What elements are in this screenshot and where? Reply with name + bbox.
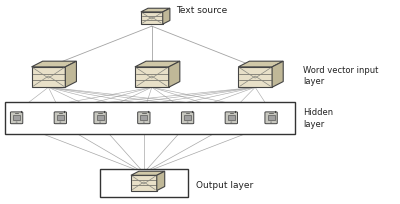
Polygon shape — [141, 13, 163, 25]
Bar — [97, 115, 104, 120]
Circle shape — [270, 122, 272, 123]
Bar — [57, 115, 64, 120]
Bar — [5, 102, 295, 134]
FancyBboxPatch shape — [182, 112, 194, 124]
Circle shape — [60, 122, 61, 123]
Bar — [140, 115, 147, 120]
FancyBboxPatch shape — [225, 112, 238, 124]
Circle shape — [99, 122, 101, 123]
Polygon shape — [131, 175, 157, 191]
Polygon shape — [65, 62, 76, 88]
Bar — [184, 115, 191, 120]
Circle shape — [143, 122, 144, 123]
Bar — [13, 115, 20, 120]
FancyBboxPatch shape — [54, 112, 66, 124]
FancyBboxPatch shape — [10, 112, 23, 124]
Text: Word vector input
layer: Word vector input layer — [303, 65, 378, 86]
Polygon shape — [238, 68, 272, 88]
Bar — [228, 115, 235, 120]
Polygon shape — [32, 68, 65, 88]
Text: Output layer: Output layer — [196, 181, 253, 190]
Polygon shape — [135, 62, 180, 68]
Bar — [268, 115, 274, 120]
Bar — [100, 169, 188, 197]
Polygon shape — [135, 68, 169, 88]
Polygon shape — [131, 171, 165, 175]
FancyBboxPatch shape — [138, 112, 150, 124]
FancyBboxPatch shape — [94, 112, 106, 124]
Polygon shape — [163, 9, 170, 25]
FancyBboxPatch shape — [265, 112, 277, 124]
Polygon shape — [272, 62, 283, 88]
Circle shape — [187, 122, 188, 123]
Circle shape — [16, 122, 17, 123]
Polygon shape — [32, 62, 76, 68]
Text: Text source: Text source — [176, 6, 227, 15]
Text: Hidden
layer: Hidden layer — [303, 108, 333, 129]
Polygon shape — [157, 171, 165, 191]
Polygon shape — [169, 62, 180, 88]
Polygon shape — [141, 9, 170, 13]
Circle shape — [230, 122, 232, 123]
Polygon shape — [238, 62, 283, 68]
